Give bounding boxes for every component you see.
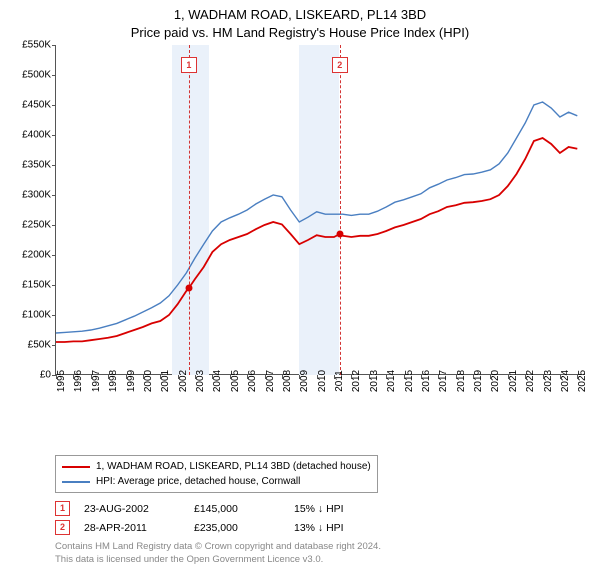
x-axis-label: 2011 — [334, 370, 345, 392]
x-axis-label: 1999 — [126, 370, 137, 392]
y-axis-label: £100K — [22, 310, 51, 321]
x-axis-label: 2014 — [386, 370, 397, 392]
y-tick — [52, 345, 56, 346]
y-tick — [52, 195, 56, 196]
plot-area: 12£0£50K£100K£150K£200K£250K£300K£350K£4… — [55, 45, 585, 375]
chart: 12£0£50K£100K£150K£200K£250K£300K£350K£4… — [55, 45, 585, 415]
x-axis-label: 2009 — [299, 370, 310, 392]
y-axis-label: £400K — [22, 130, 51, 141]
sale-dot — [336, 231, 343, 238]
x-axis-label: 2016 — [421, 370, 432, 392]
y-tick — [52, 315, 56, 316]
x-axis-label: 2025 — [577, 370, 588, 392]
event-dashed-line — [340, 45, 341, 375]
legend-item: 1, WADHAM ROAD, LISKEARD, PL14 3BD (deta… — [62, 459, 371, 474]
event-marker-box: 2 — [332, 57, 348, 73]
x-axis-label: 2008 — [282, 370, 293, 392]
x-axis-label: 2022 — [525, 370, 536, 392]
sale-marker-box: 2 — [55, 520, 70, 535]
x-axis-label: 1998 — [108, 370, 119, 392]
legend-swatch — [62, 481, 90, 483]
sale-dot — [185, 285, 192, 292]
y-tick — [52, 135, 56, 136]
sale-diff: 15% ↓ HPI — [294, 503, 344, 515]
y-axis-label: £450K — [22, 100, 51, 111]
sale-marker-box: 1 — [55, 501, 70, 516]
x-axis-label: 2001 — [160, 370, 171, 392]
copyright: Contains HM Land Registry data © Crown c… — [55, 541, 585, 567]
x-axis-label: 2000 — [143, 370, 154, 392]
x-axis-label: 2024 — [560, 370, 571, 392]
legend-label: HPI: Average price, detached house, Corn… — [96, 474, 300, 489]
y-axis-label: £0 — [40, 370, 51, 381]
x-axis-label: 2003 — [195, 370, 206, 392]
legend-label: 1, WADHAM ROAD, LISKEARD, PL14 3BD (deta… — [96, 459, 371, 474]
y-axis-label: £250K — [22, 220, 51, 231]
event-marker-box: 1 — [181, 57, 197, 73]
x-axis-label: 2002 — [178, 370, 189, 392]
sale-price: £235,000 — [194, 522, 294, 534]
x-axis-label: 2018 — [456, 370, 467, 392]
y-tick — [52, 225, 56, 226]
y-tick — [52, 255, 56, 256]
legend-swatch — [62, 466, 90, 468]
x-axis-label: 2019 — [473, 370, 484, 392]
chart-title-line1: 1, WADHAM ROAD, LISKEARD, PL14 3BD — [0, 6, 600, 24]
y-axis-label: £150K — [22, 280, 51, 291]
legend-item: HPI: Average price, detached house, Corn… — [62, 474, 371, 489]
sale-diff: 13% ↓ HPI — [294, 522, 344, 534]
y-axis-label: £200K — [22, 250, 51, 261]
x-axis-label: 1995 — [56, 370, 67, 392]
series-line-hpi — [56, 102, 577, 333]
event-dashed-line — [189, 45, 190, 375]
y-tick — [52, 165, 56, 166]
x-axis-label: 2023 — [543, 370, 554, 392]
sale-price: £145,000 — [194, 503, 294, 515]
x-axis-label: 2010 — [317, 370, 328, 392]
legend-and-footer: 1, WADHAM ROAD, LISKEARD, PL14 3BD (deta… — [55, 455, 585, 567]
y-tick — [52, 75, 56, 76]
x-axis-label: 2015 — [404, 370, 415, 392]
x-axis-label: 2004 — [212, 370, 223, 392]
line-svg — [56, 45, 586, 375]
y-tick — [52, 105, 56, 106]
x-axis-label: 1997 — [91, 370, 102, 392]
series-line-property — [56, 138, 577, 342]
sale-date: 28-APR-2011 — [84, 522, 194, 534]
y-axis-label: £50K — [28, 340, 51, 351]
sale-rows: 1 23-AUG-2002£145,00015% ↓ HPI 2 28-APR-201… — [55, 501, 585, 535]
x-axis-label: 2021 — [508, 370, 519, 392]
x-axis-label: 1996 — [73, 370, 84, 392]
x-axis-label: 2020 — [490, 370, 501, 392]
sale-row: 2 28-APR-2011£235,00013% ↓ HPI — [55, 520, 585, 535]
legend-box: 1, WADHAM ROAD, LISKEARD, PL14 3BD (deta… — [55, 455, 378, 493]
x-axis-label: 2012 — [351, 370, 362, 392]
sale-date: 23-AUG-2002 — [84, 503, 194, 515]
x-axis-label: 2013 — [369, 370, 380, 392]
sale-row: 1 23-AUG-2002£145,00015% ↓ HPI — [55, 501, 585, 516]
copyright-line: This data is licensed under the Open Gov… — [55, 554, 585, 567]
x-axis-label: 2006 — [247, 370, 258, 392]
x-axis-label: 2017 — [438, 370, 449, 392]
y-tick — [52, 45, 56, 46]
x-axis-label: 2007 — [265, 370, 276, 392]
y-tick — [52, 285, 56, 286]
x-axis-label: 2005 — [230, 370, 241, 392]
y-axis-label: £350K — [22, 160, 51, 171]
y-axis-label: £500K — [22, 70, 51, 81]
y-axis-label: £550K — [22, 40, 51, 51]
y-axis-label: £300K — [22, 190, 51, 201]
copyright-line: Contains HM Land Registry data © Crown c… — [55, 541, 585, 554]
chart-title-line2: Price paid vs. HM Land Registry's House … — [0, 24, 600, 42]
